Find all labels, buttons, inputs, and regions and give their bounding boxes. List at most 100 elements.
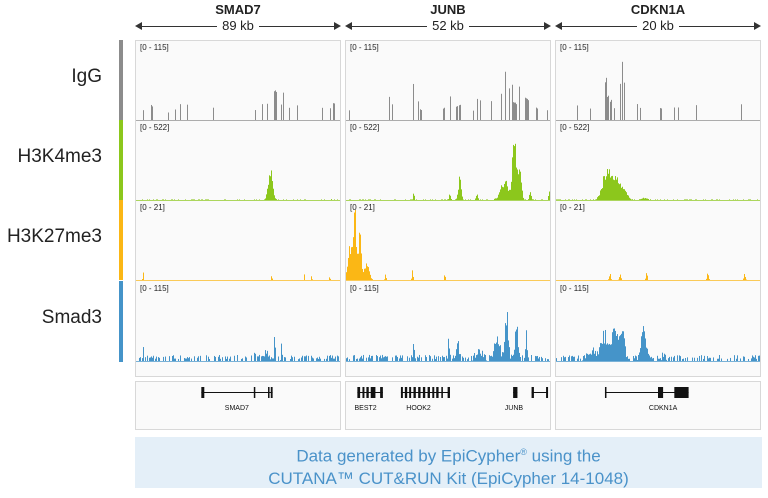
signal-bar — [640, 199, 641, 200]
signal-bar — [386, 278, 387, 280]
signal-bar — [643, 197, 644, 200]
gene-label[interactable]: CDKN1A — [648, 405, 678, 412]
track-smad3: [0 - 115] — [136, 282, 340, 362]
signal-bar — [445, 199, 446, 200]
gene-label[interactable]: SMAD7 — [224, 405, 249, 412]
signal-bar — [596, 199, 597, 200]
signal-bar — [613, 179, 614, 200]
signal-bar — [440, 356, 441, 361]
signal-bar — [389, 96, 390, 120]
track-h3k4me3: [0 - 522] — [136, 121, 340, 201]
signal-bar — [479, 349, 480, 361]
signal-bar — [460, 179, 461, 200]
gene-label[interactable]: BEST2 — [354, 405, 377, 412]
signal-bar — [465, 357, 466, 361]
signal-bar — [505, 323, 506, 361]
signal-bar — [441, 199, 442, 200]
signal-bar — [619, 184, 620, 200]
signal-bar — [354, 355, 355, 361]
signal-bar — [354, 212, 355, 280]
signal-bar — [452, 358, 453, 361]
signal-bar — [317, 357, 318, 361]
signal-bar — [504, 183, 505, 200]
signal-bar — [165, 356, 166, 361]
signal-bar — [447, 358, 448, 361]
signal-bar — [417, 356, 418, 361]
signal-bar — [360, 357, 361, 361]
signal-bar — [499, 192, 500, 200]
signal-bar — [597, 351, 598, 361]
signal-bar — [617, 334, 618, 361]
signal-bar — [368, 357, 369, 361]
signal-bar — [397, 357, 398, 361]
signal-bar — [500, 345, 501, 361]
signal-bar — [435, 199, 436, 200]
signal-bar — [576, 199, 577, 200]
signal-bar — [626, 357, 627, 361]
signal-bar — [634, 358, 635, 361]
signal-bar — [504, 341, 505, 361]
signal-bar — [608, 95, 609, 120]
signal-bar — [480, 353, 481, 361]
data-range-label: [0 - 522] — [560, 123, 590, 132]
signal-bar — [607, 96, 608, 120]
signal-bar — [606, 77, 607, 120]
signal-bar — [505, 71, 506, 120]
signal-bar — [362, 199, 363, 200]
signal-bar — [305, 356, 306, 361]
signal-bar — [268, 184, 269, 200]
signal-bar — [304, 274, 305, 280]
signal-bar — [220, 358, 221, 361]
signal-bar — [641, 336, 642, 361]
signal-bar — [353, 355, 354, 361]
signal-bar — [515, 331, 516, 361]
signal-bar — [535, 355, 536, 361]
signal-bar — [605, 82, 606, 120]
signal-bar — [556, 199, 557, 200]
signal-plot — [346, 143, 550, 201]
signal-bar — [369, 271, 370, 280]
signal-bar — [696, 199, 697, 200]
gene-label[interactable]: JUNB — [504, 405, 524, 412]
signal-bar — [614, 180, 615, 200]
signal-bar — [471, 355, 472, 361]
signal-bar — [505, 181, 506, 200]
signal-bar — [619, 336, 620, 361]
gene-label[interactable]: HOOK2 — [406, 405, 431, 412]
signal-bar — [438, 356, 439, 361]
signal-bar — [411, 278, 412, 280]
signal-bar — [352, 246, 353, 280]
signal-bar — [743, 278, 744, 280]
signal-bar — [756, 358, 757, 361]
signal-bar — [547, 359, 548, 361]
gene-track — [604, 387, 689, 398]
signal-bar — [625, 346, 626, 361]
signal-bar — [172, 356, 173, 361]
signal-bar — [449, 194, 450, 200]
signal-bar — [385, 356, 386, 361]
signal-bar — [334, 358, 335, 361]
signal-bar — [665, 354, 666, 361]
signal-bar — [178, 199, 179, 200]
signal-bar — [568, 199, 569, 200]
signal-bar — [457, 106, 458, 120]
signal-bar — [364, 268, 365, 280]
signal-bar — [536, 107, 537, 120]
signal-bar — [519, 169, 520, 200]
locus-name: JUNB — [430, 2, 466, 17]
signal-bar — [442, 199, 443, 200]
signal-bar — [519, 86, 520, 120]
signal-bar — [347, 266, 348, 280]
locus-name: CDKN1A — [630, 2, 686, 17]
signal-bar — [372, 279, 373, 280]
signal-bar — [757, 199, 758, 200]
signal-bar — [414, 349, 415, 361]
signal-bar — [509, 189, 510, 200]
signal-bar — [270, 359, 271, 361]
signal-bar — [647, 198, 648, 200]
signal-bar — [753, 356, 754, 361]
signal-bar — [214, 355, 215, 361]
signal-bar — [149, 199, 150, 200]
signal-bar — [347, 357, 348, 361]
signal-bar — [394, 199, 395, 200]
